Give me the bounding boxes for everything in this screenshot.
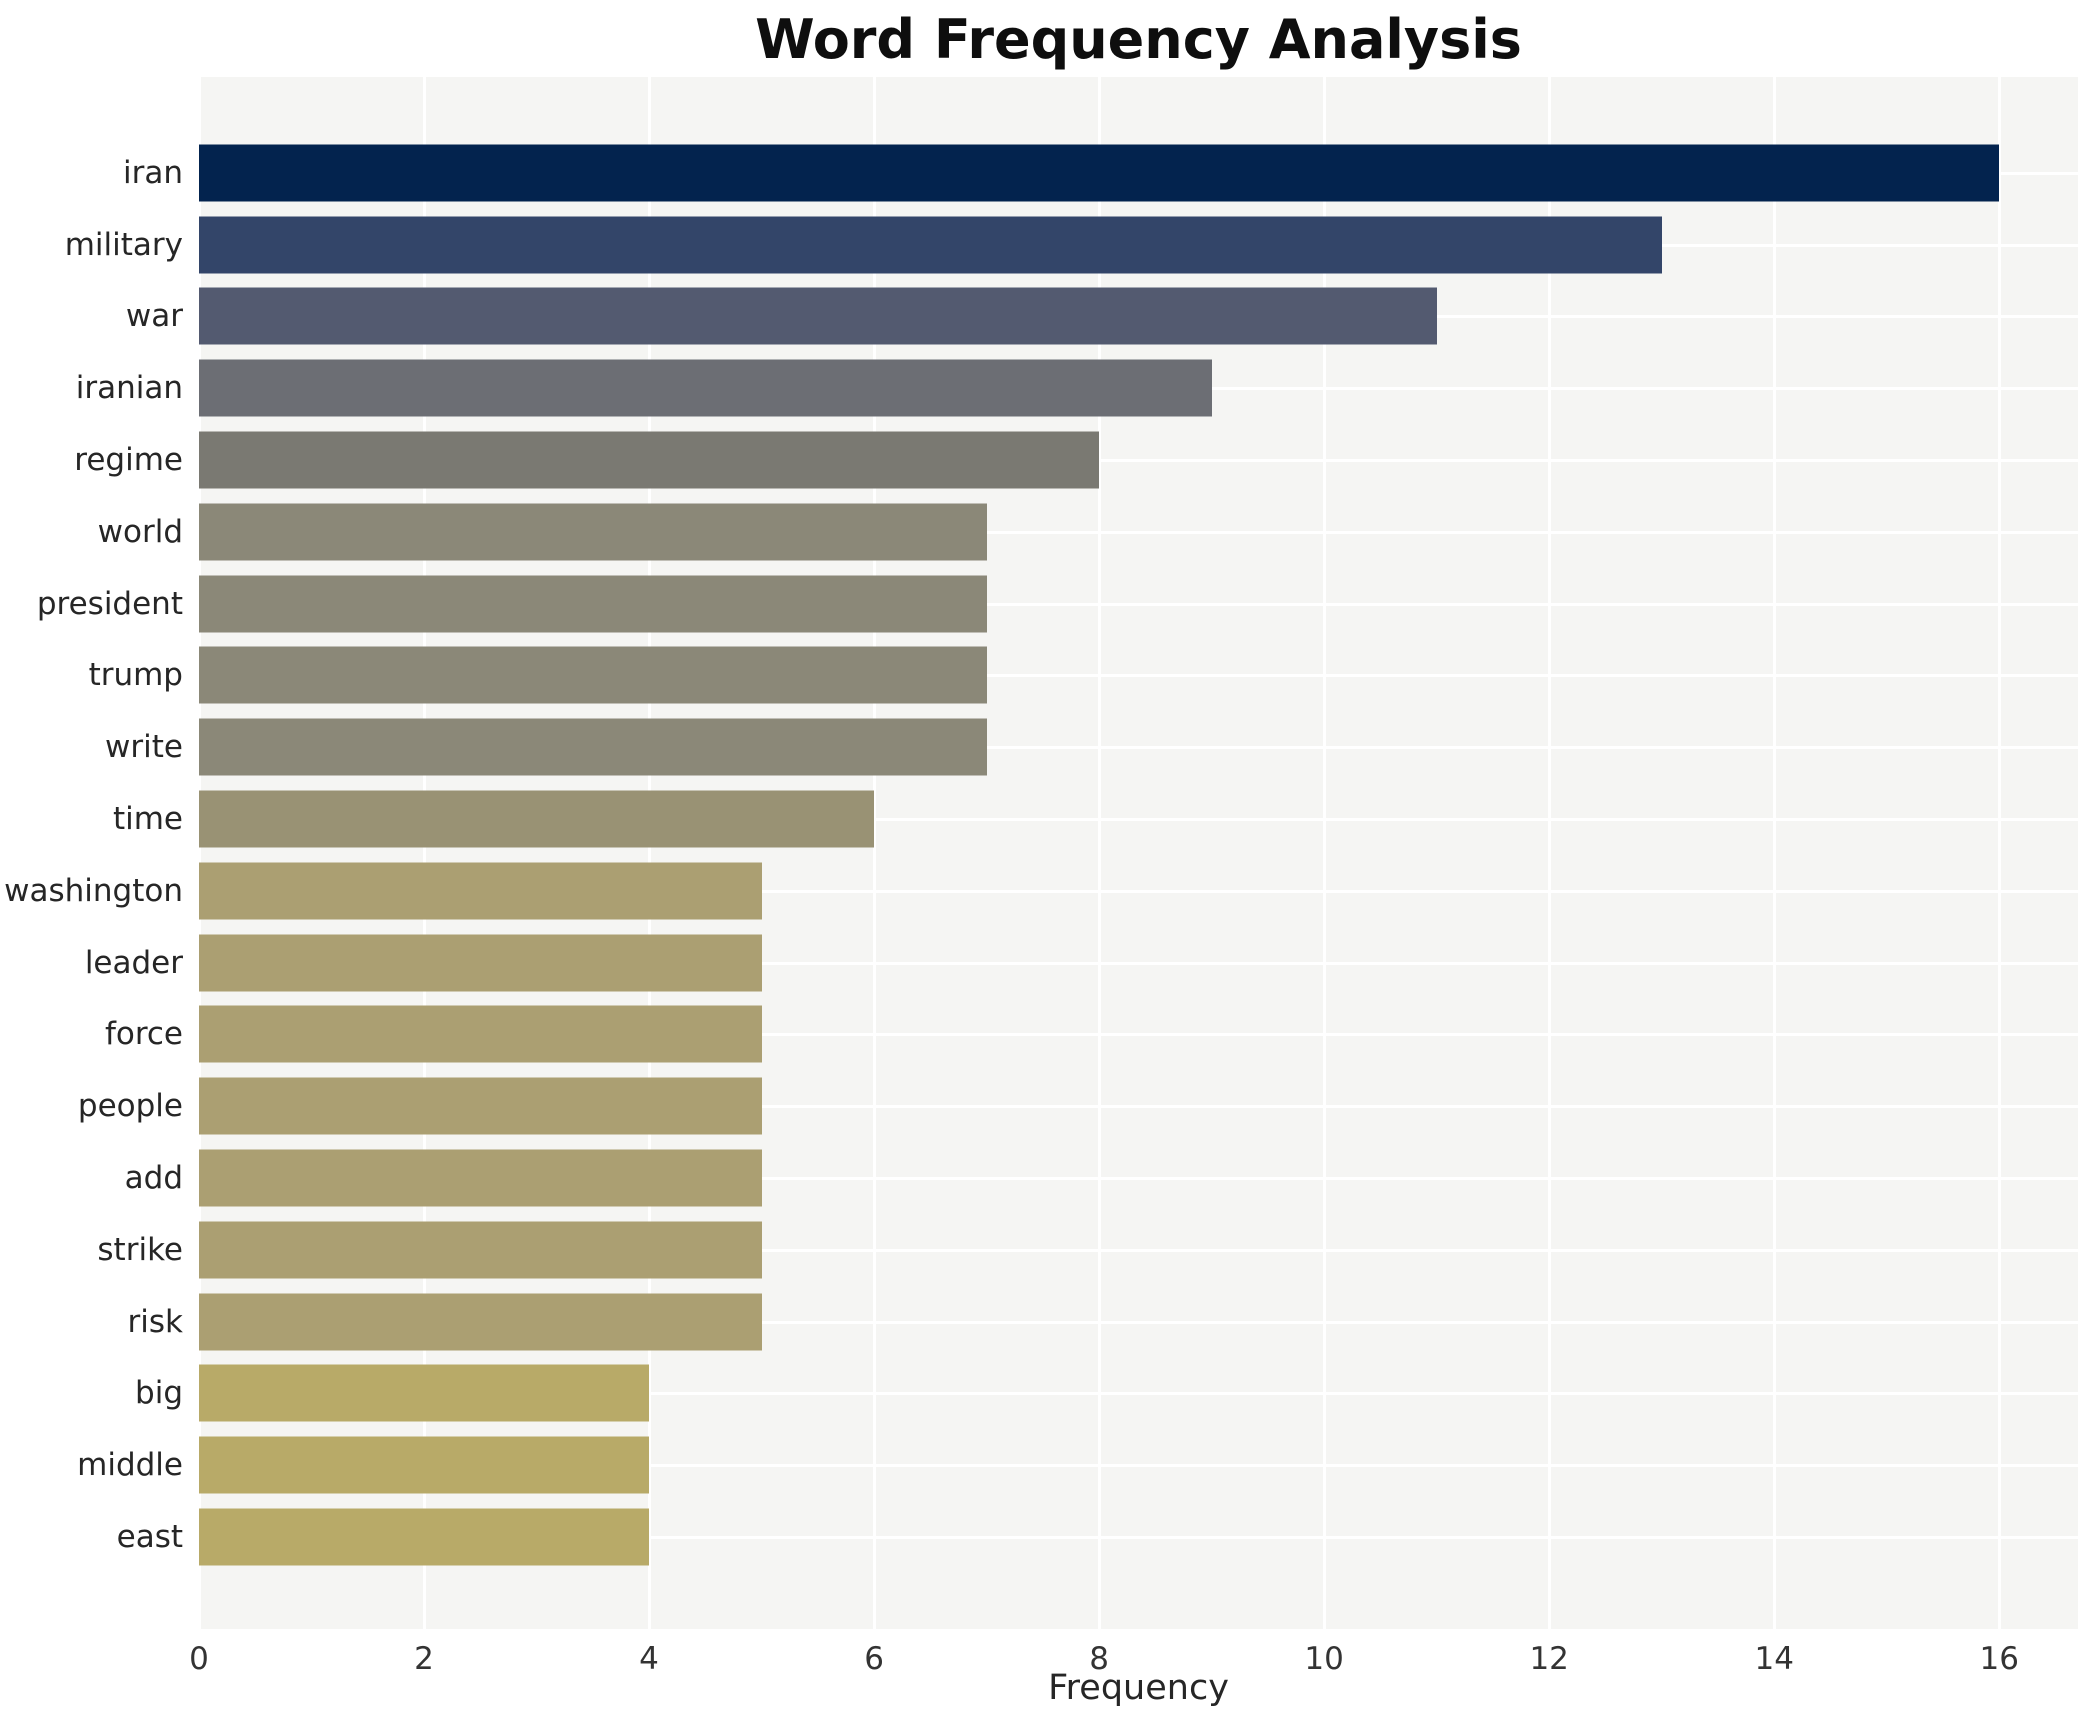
frequency-bar	[199, 718, 987, 776]
frequency-bar	[199, 359, 1212, 417]
frequency-bar	[199, 1436, 650, 1494]
bar-row: trump	[89, 640, 2078, 712]
category-label: president	[36, 585, 183, 622]
frequency-bar	[199, 575, 987, 633]
category-label: trump	[88, 657, 183, 694]
frequency-bar	[199, 1221, 762, 1279]
gridline-vertical	[198, 77, 201, 1629]
bar-row: leader	[85, 927, 2078, 999]
gridline-vertical	[1098, 77, 1102, 1629]
bar-row: military	[65, 209, 2078, 281]
category-label: leader	[84, 944, 183, 981]
category-label: washington	[4, 872, 183, 909]
bar-row: time	[113, 783, 2078, 855]
bar-row: force	[105, 999, 2078, 1071]
chart-title: Word Frequency Analysis	[755, 8, 1522, 71]
gridline-vertical	[423, 77, 427, 1629]
plot-area: iran military war iranian regime world preside…	[4, 77, 2078, 1629]
gridline-horizontal	[199, 1392, 2078, 1396]
gridline-vertical	[1998, 77, 2002, 1629]
gridline-horizontal	[199, 674, 2078, 678]
bar-row: iranian	[76, 352, 2078, 424]
category-label: risk	[127, 1303, 183, 1340]
category-label: force	[104, 1016, 183, 1053]
frequency-bar	[199, 862, 762, 920]
category-label: iranian	[75, 370, 183, 407]
x-tick-label: 2	[414, 1641, 434, 1677]
gridline-horizontal	[199, 1177, 2078, 1181]
gridline-horizontal	[199, 818, 2078, 822]
category-label: time	[112, 801, 183, 838]
category-label: write	[105, 729, 183, 766]
frequency-bar	[199, 790, 875, 848]
bar-row: add	[125, 1142, 2078, 1214]
gridline-horizontal	[199, 459, 2078, 463]
category-label: iran	[122, 154, 183, 191]
gridline-horizontal	[199, 1536, 2078, 1540]
frequency-bar	[199, 431, 1100, 489]
gridline-horizontal	[199, 530, 2078, 534]
frequency-bar	[199, 216, 1662, 274]
gridline-horizontal	[199, 746, 2078, 750]
gridline-horizontal	[199, 1320, 2078, 1324]
category-label: world	[97, 513, 183, 550]
bar-rows-container: iran military war iranian regime world preside…	[4, 77, 2078, 1629]
gridline-horizontal	[199, 1464, 2078, 1468]
bar-row: regime	[74, 424, 2078, 496]
gridline-vertical	[648, 77, 652, 1629]
frequency-bar	[199, 1293, 762, 1351]
category-label: middle	[77, 1447, 183, 1484]
gridline-horizontal	[199, 889, 2078, 893]
bar-row: strike	[97, 1214, 2078, 1286]
x-tick-label: 10	[1304, 1641, 1344, 1677]
x-axis-ticks: 0 2 4 6 8 10 12 14 16	[189, 1641, 2078, 1681]
bar-row: east	[117, 1501, 2078, 1573]
bar-row: president	[37, 568, 2078, 640]
frequency-bar	[199, 1005, 762, 1063]
gridline-horizontal	[199, 961, 2078, 965]
x-tick-label: 4	[639, 1641, 659, 1677]
gridline-horizontal	[199, 1033, 2078, 1037]
gridline-vertical	[1548, 77, 1552, 1629]
gridline-horizontal	[199, 1248, 2078, 1252]
frequency-bar	[199, 934, 762, 992]
category-label: military	[64, 226, 183, 263]
category-label: regime	[74, 442, 183, 479]
category-label: strike	[97, 1231, 183, 1268]
x-tick-label: 0	[189, 1641, 209, 1677]
frequency-bar	[199, 1149, 762, 1207]
x-tick-label: 12	[1529, 1641, 1569, 1677]
bar-row: war	[126, 281, 2078, 353]
x-tick-label: 6	[864, 1641, 884, 1677]
category-label: add	[124, 1160, 183, 1197]
gridline-horizontal	[199, 1105, 2078, 1109]
frequency-bar	[199, 503, 987, 561]
category-label: people	[77, 1088, 183, 1125]
bar-row: write	[105, 711, 2078, 783]
gridline-horizontal	[199, 602, 2078, 606]
x-tick-label: 8	[1089, 1641, 1109, 1677]
bar-row: big	[135, 1358, 2078, 1430]
gridline-vertical	[1323, 77, 1327, 1629]
gridline-vertical	[1773, 77, 1777, 1629]
bar-row: world	[98, 496, 2078, 568]
frequency-bar	[199, 1364, 650, 1422]
category-label: war	[125, 298, 183, 335]
bar-row: iran	[123, 137, 2078, 209]
bar-row: people	[78, 1070, 2078, 1142]
x-tick-label: 14	[1754, 1641, 1794, 1677]
frequency-bar	[199, 1508, 650, 1566]
bar-row: washington	[4, 855, 2078, 927]
x-tick-label: 16	[1979, 1641, 2019, 1677]
x-axis-label: Frequency	[1048, 1668, 1229, 1708]
frequency-bar	[199, 287, 1437, 345]
frequency-bar	[199, 144, 2000, 202]
frequency-bar	[199, 646, 987, 704]
category-label: east	[116, 1519, 183, 1556]
bar-row: risk	[128, 1286, 2078, 1358]
frequency-bar	[199, 1077, 762, 1135]
bar-row: middle	[77, 1429, 2078, 1501]
category-label: big	[135, 1375, 183, 1412]
gridline-vertical	[873, 77, 877, 1629]
